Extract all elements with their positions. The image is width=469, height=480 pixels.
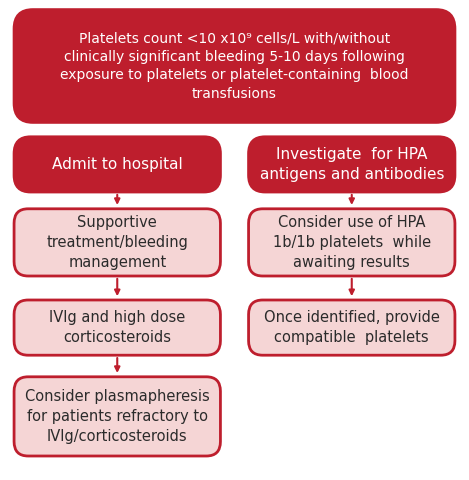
FancyBboxPatch shape [14,10,455,122]
FancyBboxPatch shape [14,209,220,276]
FancyBboxPatch shape [249,300,455,355]
Text: Investigate  for HPA
antigens and antibodies: Investigate for HPA antigens and antibod… [259,147,444,182]
FancyBboxPatch shape [14,300,220,355]
FancyBboxPatch shape [14,137,220,192]
Text: IVIg and high dose
corticosteroids: IVIg and high dose corticosteroids [49,310,185,345]
FancyBboxPatch shape [249,137,455,192]
Text: Consider use of HPA
1b/1b platelets  while
awaiting results: Consider use of HPA 1b/1b platelets whil… [272,215,431,270]
Text: Supportive
treatment/bleeding
management: Supportive treatment/bleeding management [46,215,188,270]
Text: Admit to hospital: Admit to hospital [52,157,182,172]
FancyBboxPatch shape [249,209,455,276]
Text: Consider plasmapheresis
for patients refractory to
IVIg/corticosteroids: Consider plasmapheresis for patients ref… [25,389,210,444]
Text: Once identified, provide
compatible  platelets: Once identified, provide compatible plat… [264,310,439,345]
FancyBboxPatch shape [14,377,220,456]
Text: Platelets count <10 x10⁹ cells/L with/without
clinically significant bleeding 5-: Platelets count <10 x10⁹ cells/L with/wi… [60,31,409,101]
